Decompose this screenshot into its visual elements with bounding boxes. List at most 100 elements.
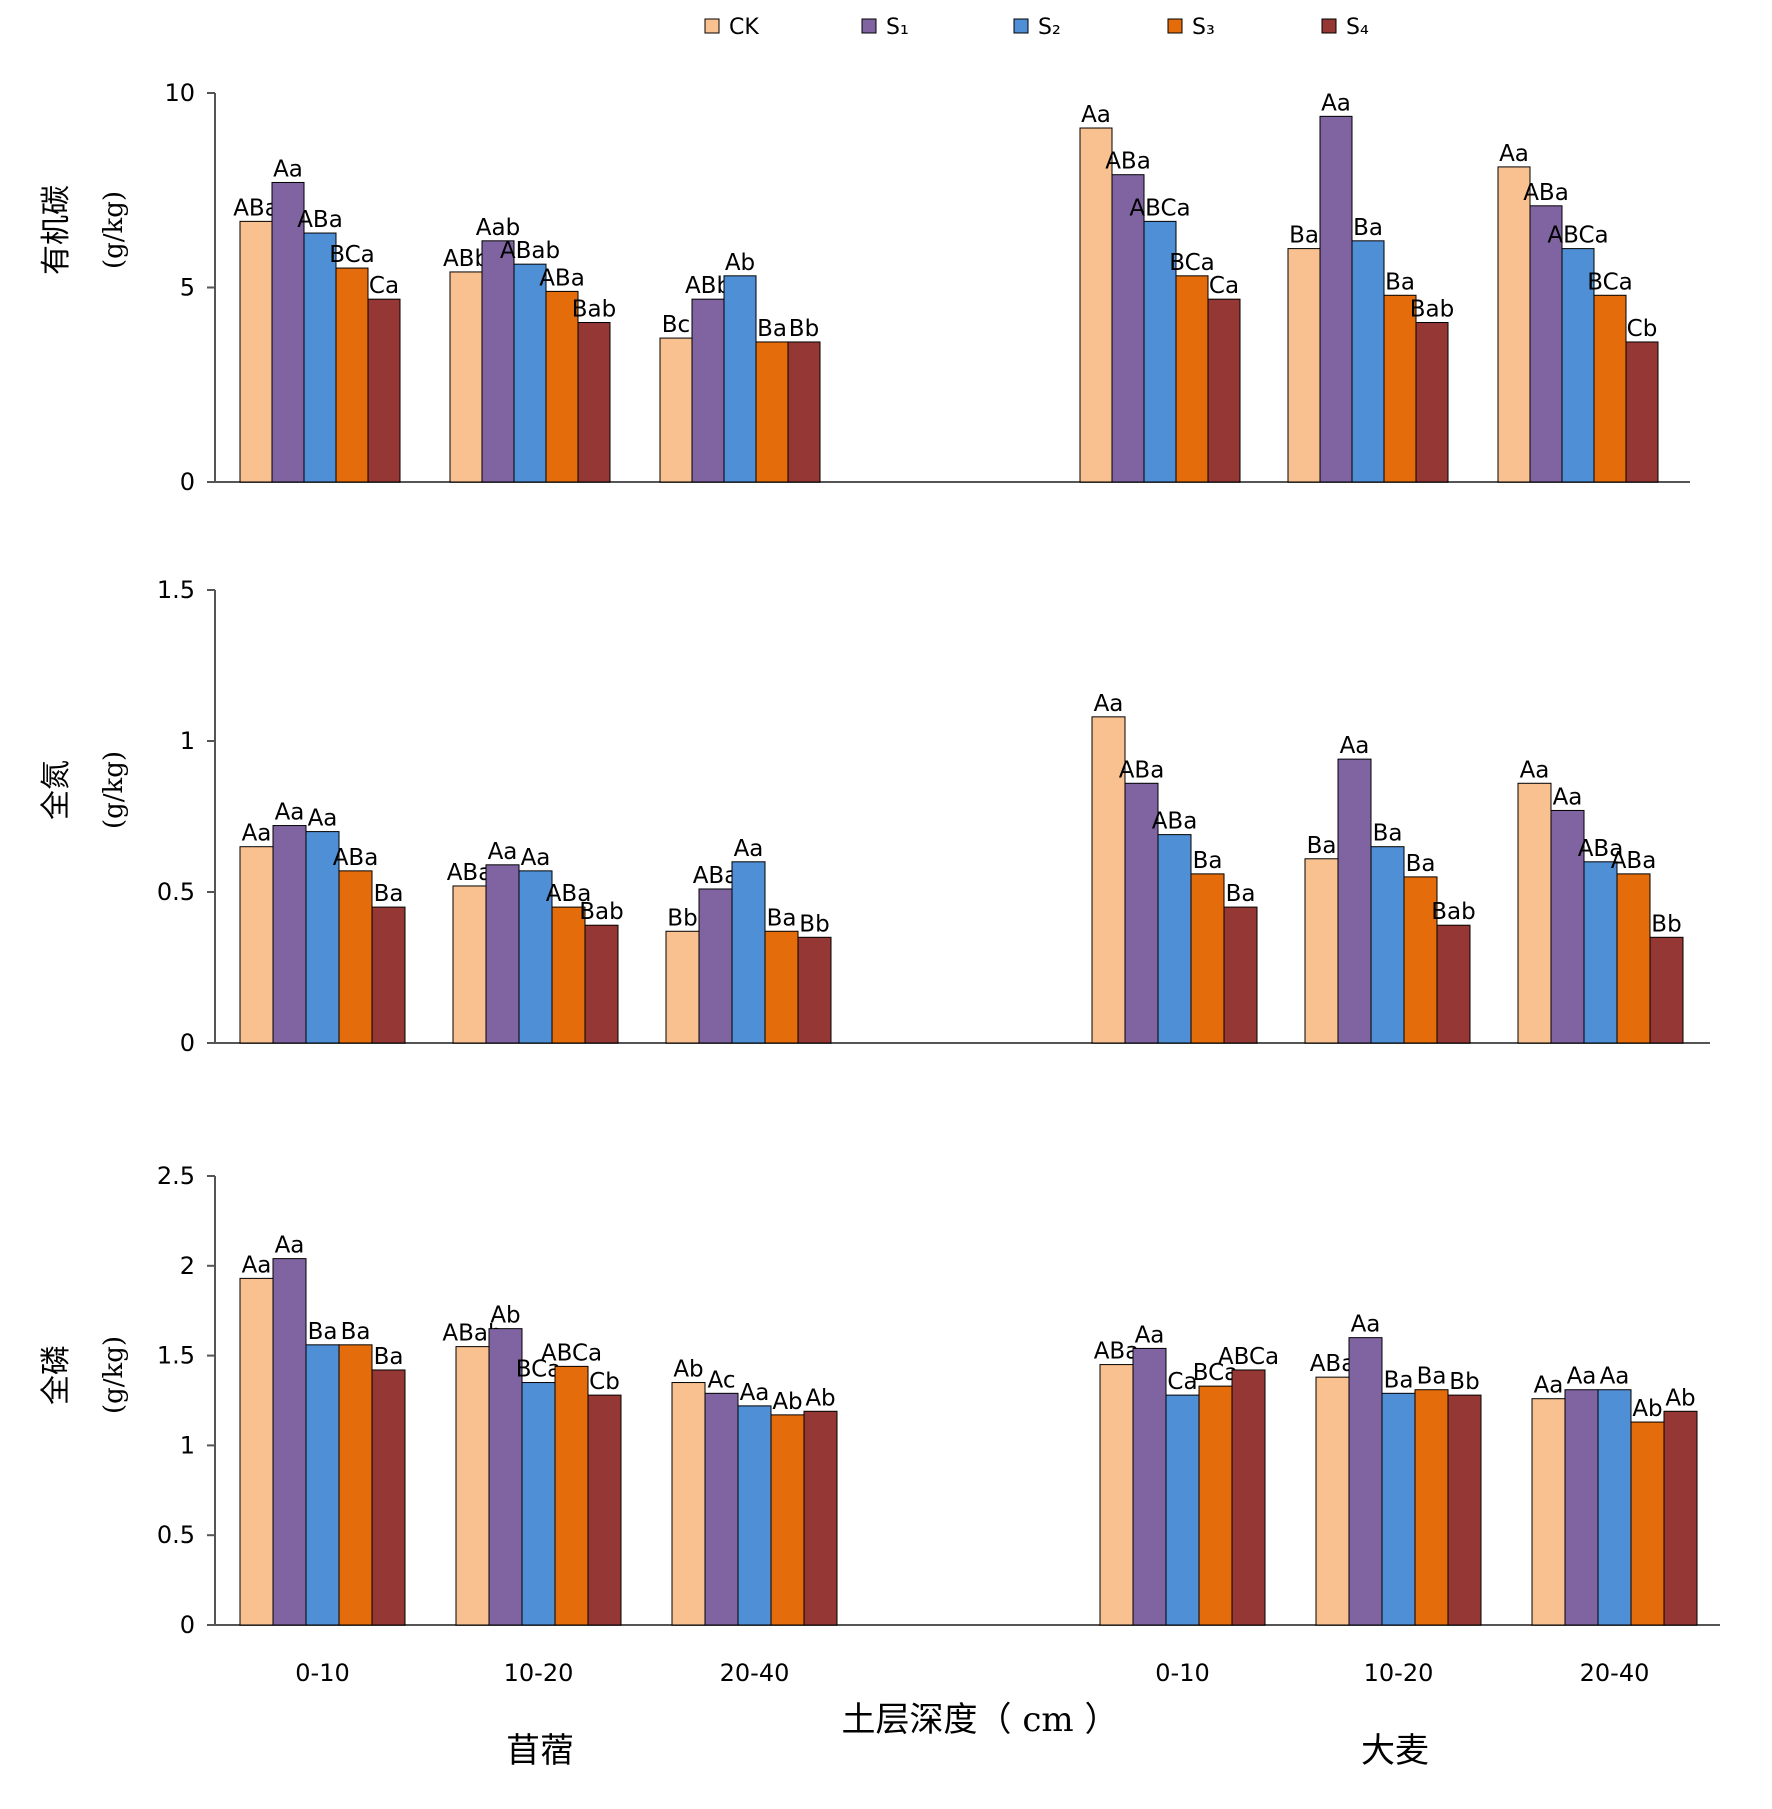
bar-label: Aa (1351, 1312, 1381, 1338)
y-tick-label: 1.5 (157, 576, 195, 604)
bar-4-1 (1348, 1337, 1383, 1626)
y-tick-label: 2 (180, 1252, 195, 1280)
bar-2-1 (698, 888, 733, 1044)
bar-label: Bab (579, 899, 623, 925)
bar-label: ABCa (1129, 195, 1190, 221)
y-axis-unit: (g/kg) (99, 751, 129, 829)
bar-label: BCa (1169, 250, 1215, 276)
y-tick-label: 1.5 (157, 1342, 195, 1370)
y-tick-label: 0 (180, 1029, 195, 1057)
bar-3-2 (1165, 1394, 1200, 1626)
bar-1-3 (551, 906, 586, 1044)
bar-label: Bb (799, 911, 829, 937)
legend-label-0: CK (729, 15, 759, 40)
bar-label: ABa (1152, 809, 1198, 835)
bar-label: Ba (757, 316, 787, 342)
legend-label-3: S₃ (1192, 15, 1215, 40)
bar-5-3 (1593, 294, 1627, 483)
bar-label: Bb (1651, 911, 1681, 937)
bar-label: BCa (329, 242, 375, 268)
bar-1-3 (545, 290, 579, 483)
y-axis-unit: (g/kg) (99, 191, 129, 269)
bar-4-4 (1436, 924, 1471, 1044)
bar-2-1 (691, 298, 725, 483)
bar-label: Ba (1373, 821, 1403, 847)
bar-2-3 (764, 930, 799, 1044)
bar-4-4 (1447, 1394, 1482, 1626)
bar-5-3 (1616, 873, 1651, 1044)
y-axis-title: 有机碳 (39, 185, 74, 275)
bar-4-0 (1304, 858, 1339, 1044)
bar-2-4 (787, 341, 821, 483)
bar-label: Aa (1081, 102, 1111, 128)
bar-2-0 (665, 930, 700, 1044)
bar-4-0 (1287, 248, 1321, 483)
bar-3-0 (1091, 716, 1126, 1044)
bar-label: ABa (447, 860, 493, 886)
bar-3-3 (1190, 873, 1225, 1044)
bar-label: Aa (1600, 1364, 1630, 1390)
bar-0-4 (367, 298, 401, 483)
bar-label: Aa (275, 1233, 305, 1259)
legend-label-4: S₄ (1346, 15, 1369, 40)
bar-2-3 (770, 1414, 805, 1626)
bar-3-3 (1198, 1385, 1233, 1626)
legend-swatch-1 (861, 18, 877, 34)
bar-label: Aa (273, 156, 303, 182)
bar-label: Ca (369, 273, 399, 299)
bar-label: Aa (242, 821, 272, 847)
legend-label-2: S₂ (1038, 15, 1061, 40)
bar-4-2 (1351, 240, 1385, 483)
bar-2-3 (755, 341, 789, 483)
bar-2-4 (803, 1410, 838, 1626)
bar-label: ABa (297, 207, 343, 233)
bar-label: Aab (476, 215, 520, 241)
bar-label: BCa (1587, 269, 1633, 295)
bar-label: ABab (500, 238, 560, 264)
bar-5-4 (1625, 341, 1659, 483)
bar-0-4 (371, 1369, 406, 1626)
bar-4-2 (1370, 846, 1405, 1044)
bar-label: Aa (1534, 1373, 1564, 1399)
bar-1-0 (455, 1346, 490, 1626)
bar-3-4 (1231, 1369, 1266, 1626)
bar-2-2 (737, 1405, 772, 1626)
bar-4-0 (1315, 1376, 1350, 1626)
bar-label: ABa (546, 881, 592, 907)
bar-3-4 (1207, 298, 1241, 483)
bar-label: Ba (1406, 851, 1436, 877)
bar-label: Bab (1410, 297, 1454, 323)
bar-5-4 (1663, 1410, 1698, 1626)
bar-3-1 (1132, 1347, 1167, 1626)
bar-0-2 (303, 232, 337, 483)
bar-4-2 (1381, 1392, 1416, 1626)
bar-5-2 (1597, 1389, 1632, 1626)
bar-3-1 (1111, 174, 1145, 483)
bar-0-1 (272, 825, 307, 1044)
bar-label: ABa (1578, 836, 1624, 862)
bar-label: ABa (1310, 1351, 1356, 1377)
bar-label: Aa (308, 806, 338, 832)
bar-3-4 (1223, 906, 1258, 1044)
x-tick-label: 10-20 (1364, 1659, 1434, 1687)
bar-label: BCa (516, 1357, 562, 1383)
bar-label: Ba (374, 881, 404, 907)
bar-4-1 (1337, 758, 1372, 1044)
y-tick-label: 1 (180, 727, 195, 755)
bar-0-3 (335, 267, 369, 483)
bar-label: Ba (1307, 833, 1337, 859)
bar-1-0 (452, 885, 487, 1044)
bar-label: ABb (443, 246, 489, 272)
bar-3-0 (1079, 127, 1113, 483)
bar-label: ABa (333, 845, 379, 871)
y-axis-title: 全氮 (39, 760, 74, 820)
bar-5-1 (1564, 1389, 1599, 1626)
bar-1-3 (554, 1365, 589, 1626)
bar-label: Ab (673, 1357, 703, 1383)
bar-1-2 (518, 870, 553, 1044)
x-tick-label: 0-10 (295, 1659, 349, 1687)
bar-label: Ba (1384, 1367, 1414, 1393)
